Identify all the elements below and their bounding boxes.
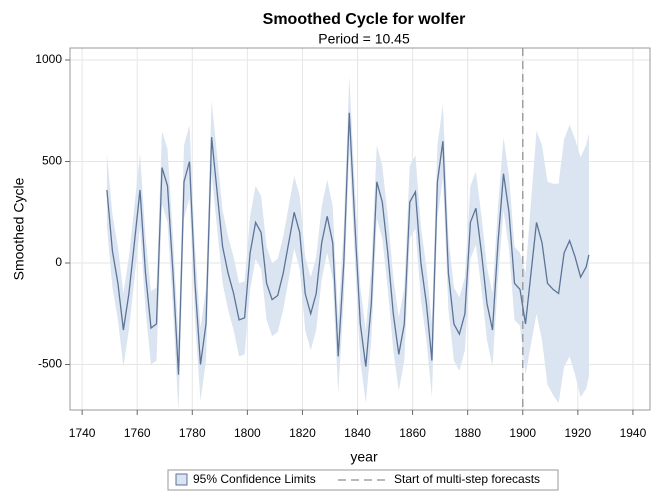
- y-tick-label: -500: [38, 357, 62, 371]
- x-tick-label: 1940: [620, 426, 647, 440]
- x-tick-label: 1780: [179, 426, 206, 440]
- y-tick-label: 500: [42, 154, 62, 168]
- plot-frame: [69, 47, 651, 411]
- legend: 95% Confidence Limits Start of multi-step…: [167, 469, 559, 491]
- y-axis-label: Smoothed Cycle: [11, 177, 27, 280]
- y-tick-label: 1000: [35, 52, 62, 66]
- legend-frame: [167, 469, 559, 491]
- x-tick-label: 1920: [564, 426, 591, 440]
- x-tick-label: 1820: [289, 426, 316, 440]
- x-tick-label: 1840: [344, 426, 371, 440]
- plot-area: [70, 48, 650, 412]
- x-tick-label: 1760: [124, 426, 151, 440]
- series-line: [106, 112, 590, 375]
- x-tick-label: 1740: [69, 426, 96, 440]
- x-axis-label: year: [350, 449, 378, 465]
- x-tick-label: 1900: [509, 426, 536, 440]
- legend-label: 95% Confidence Limits: [193, 472, 316, 486]
- legend-label: Start of multi-step forecasts: [394, 472, 540, 486]
- x-tick-label: 1800: [234, 426, 261, 440]
- y-tick-label: 0: [55, 255, 62, 269]
- chart-title: Smoothed Cycle for wolfer: [263, 11, 466, 28]
- legend-swatch: [175, 473, 188, 486]
- chart-subtitle: Period = 10.45: [318, 31, 410, 47]
- x-tick-label: 1860: [399, 426, 426, 440]
- x-tick-label: 1880: [454, 426, 481, 440]
